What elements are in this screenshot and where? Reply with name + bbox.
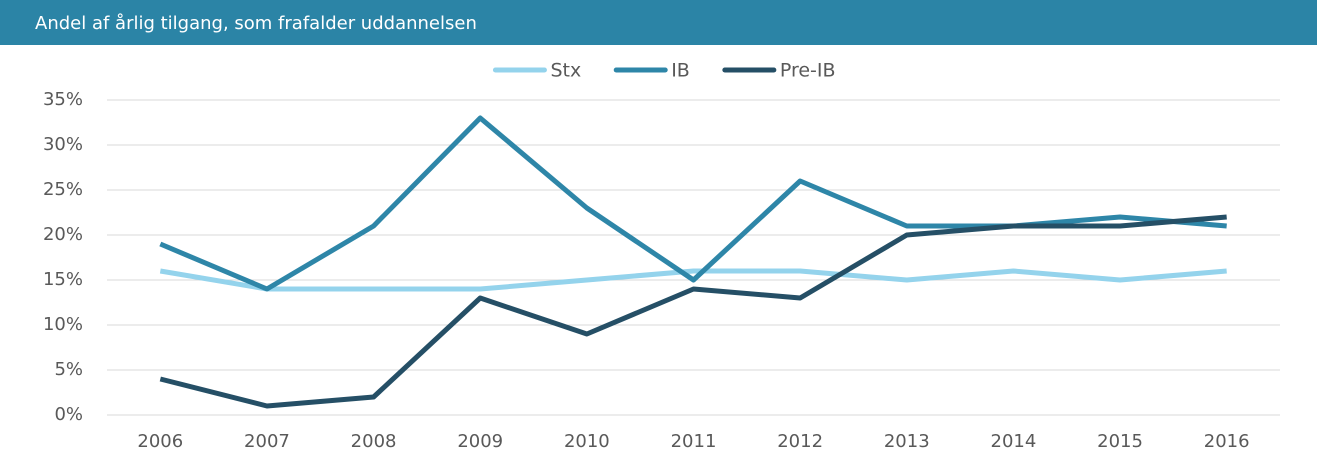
legend-label: IB [671, 60, 690, 82]
y-tick-label: 15% [43, 269, 83, 290]
x-tick-label: 2006 [137, 431, 183, 452]
series-line [159, 214, 1227, 409]
x-tick-label: 2008 [351, 431, 397, 452]
series-line [159, 268, 1227, 292]
y-tick-label: 25% [43, 179, 83, 200]
y-tick-label: 5% [54, 359, 83, 380]
x-tick-label: 2013 [884, 431, 930, 452]
x-tick-label: 2015 [1097, 431, 1143, 452]
header-bar [0, 0, 1317, 45]
x-tick-label: 2012 [777, 431, 823, 452]
legend-label: Pre-IB [780, 60, 836, 82]
chart-title: Andel af årlig tilgang, som frafalder ud… [35, 13, 477, 34]
y-tick-label: 20% [43, 224, 83, 245]
legend-label: Stx [550, 60, 581, 82]
y-tick-label: 35% [43, 89, 83, 110]
x-tick-label: 2014 [991, 431, 1037, 452]
x-tick-label: 2007 [244, 431, 290, 452]
x-tick-label: 2009 [457, 431, 503, 452]
x-tick-label: 2011 [671, 431, 717, 452]
x-tick-label: 2010 [564, 431, 610, 452]
x-tick-label: 2016 [1204, 431, 1250, 452]
series-line [159, 115, 1227, 292]
y-tick-label: 10% [43, 314, 83, 335]
y-tick-label: 0% [54, 404, 83, 425]
y-tick-label: 30% [43, 134, 83, 155]
